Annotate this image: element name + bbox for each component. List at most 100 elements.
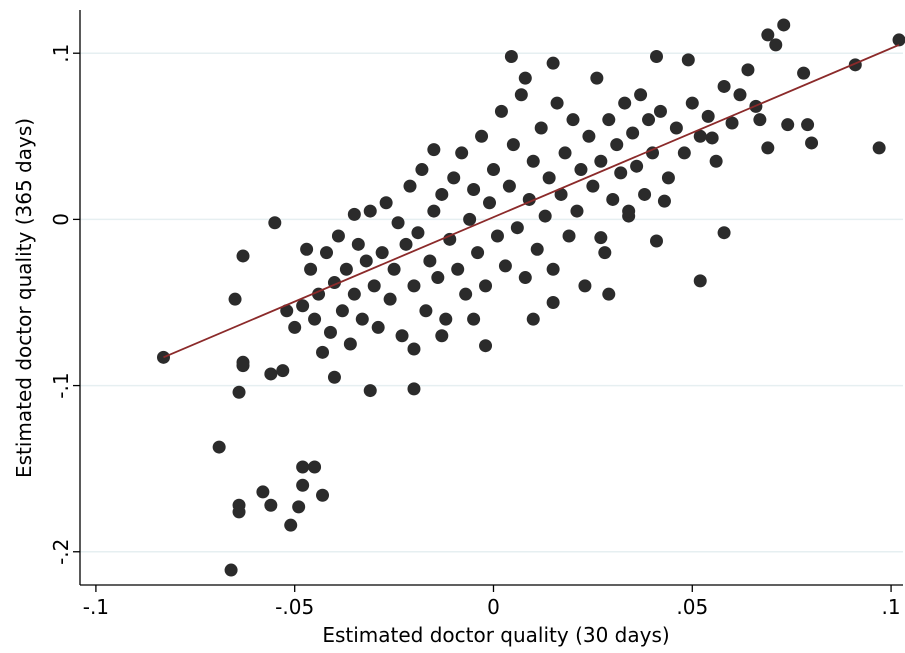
- point: [399, 237, 413, 251]
- point: [407, 382, 421, 396]
- point: [606, 192, 620, 206]
- point: [594, 154, 608, 168]
- points: [156, 18, 905, 577]
- point: [586, 179, 600, 193]
- point: [327, 370, 341, 384]
- point: [526, 154, 540, 168]
- point: [347, 287, 361, 301]
- point: [761, 28, 775, 42]
- point: [316, 345, 330, 359]
- point: [554, 187, 568, 201]
- point: [769, 38, 783, 52]
- point: [407, 342, 421, 356]
- y-tick-label: .1: [49, 44, 73, 63]
- point: [618, 96, 632, 110]
- point: [705, 131, 719, 145]
- point: [566, 113, 580, 127]
- point: [308, 312, 322, 326]
- point: [284, 518, 298, 532]
- point: [463, 212, 477, 226]
- fit-line: [163, 44, 900, 359]
- point: [335, 304, 349, 318]
- point: [602, 287, 616, 301]
- point: [371, 320, 385, 334]
- point: [363, 384, 377, 398]
- point: [741, 63, 755, 77]
- point: [502, 179, 516, 193]
- grid: [80, 52, 903, 553]
- point: [431, 271, 445, 285]
- point: [490, 229, 504, 243]
- point: [423, 254, 437, 268]
- point: [681, 53, 695, 67]
- point: [256, 485, 270, 499]
- point: [391, 216, 405, 230]
- point: [347, 207, 361, 221]
- point: [339, 262, 353, 276]
- point: [649, 50, 663, 64]
- point: [558, 146, 572, 160]
- point: [872, 141, 886, 155]
- point: [395, 329, 409, 343]
- point: [367, 279, 381, 293]
- point: [693, 274, 707, 288]
- point: [753, 113, 767, 127]
- point: [570, 204, 584, 218]
- point: [228, 292, 242, 306]
- point: [300, 242, 314, 256]
- point: [892, 33, 905, 47]
- point: [526, 312, 540, 326]
- point: [649, 234, 663, 248]
- point: [455, 146, 469, 160]
- point: [661, 171, 675, 185]
- point: [562, 229, 576, 243]
- point: [475, 129, 489, 143]
- point: [479, 279, 493, 293]
- y-tick-label: -.2: [49, 539, 73, 565]
- point: [602, 113, 616, 127]
- point: [467, 312, 481, 326]
- point: [479, 339, 493, 353]
- point: [264, 367, 278, 381]
- point: [797, 66, 811, 80]
- point: [494, 104, 508, 118]
- point: [622, 204, 636, 218]
- point: [439, 312, 453, 326]
- point: [709, 154, 723, 168]
- point: [610, 138, 624, 152]
- point: [530, 242, 544, 256]
- x-tick-label: 0: [487, 595, 500, 619]
- point: [447, 171, 461, 185]
- point: [642, 113, 656, 127]
- point: [419, 304, 433, 318]
- x-tick-label: .05: [676, 595, 708, 619]
- point: [598, 246, 612, 260]
- x-tick-label: .1: [882, 595, 901, 619]
- point: [498, 259, 512, 273]
- point: [550, 96, 564, 110]
- point: [407, 279, 421, 293]
- point: [717, 226, 731, 240]
- point: [725, 116, 739, 130]
- point: [717, 79, 731, 93]
- point: [331, 229, 345, 243]
- point: [280, 304, 294, 318]
- x-axis-title: Estimated doctor quality (30 days): [322, 623, 669, 647]
- point: [801, 118, 815, 132]
- point: [296, 299, 310, 313]
- point: [296, 460, 310, 474]
- point: [578, 279, 592, 293]
- point: [411, 226, 425, 240]
- point: [582, 129, 596, 143]
- point: [212, 440, 226, 454]
- point: [781, 118, 795, 132]
- point: [316, 488, 330, 502]
- point: [626, 126, 640, 140]
- point: [320, 246, 334, 260]
- point: [451, 262, 465, 276]
- point: [232, 505, 246, 519]
- point: [403, 179, 417, 193]
- point: [387, 262, 401, 276]
- point: [427, 204, 441, 218]
